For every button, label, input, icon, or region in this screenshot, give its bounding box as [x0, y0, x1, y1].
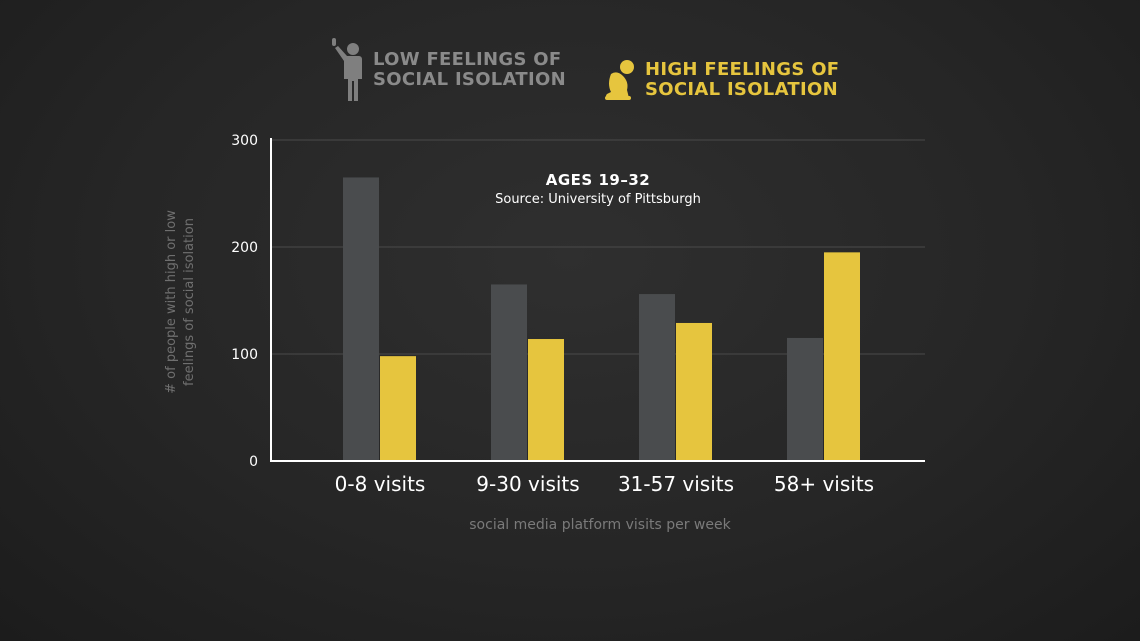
y-axis-title-line1: # of people with high or low — [164, 210, 179, 394]
y-tick-label-100: 100 — [231, 347, 258, 363]
bar-high-1 — [528, 339, 564, 461]
legend-low: LOW FEELINGS OF SOCIAL ISOLATION — [331, 37, 566, 103]
bar-low-3 — [787, 337, 823, 461]
standing-person-waving-icon — [332, 38, 362, 101]
y-tick-label-300: 300 — [231, 133, 258, 149]
bar-low-2 — [639, 294, 675, 461]
bar-low-0 — [343, 177, 379, 461]
x-axis-title: social media platform visits per week — [469, 517, 731, 533]
chart-subtitle: Source: University of Pittsburgh — [495, 192, 701, 207]
legend-low-line1: LOW FEELINGS OF — [373, 49, 562, 70]
x-tick-label-3: 58+ visits — [774, 472, 874, 496]
legend-high: HIGH FEELINGS OF SOCIAL ISOLATION — [603, 58, 839, 102]
y-tick-label-200: 200 — [231, 240, 258, 256]
x-tick-label-2: 31-57 visits — [618, 472, 734, 496]
y-tick-label-0: 0 — [249, 454, 258, 470]
legend-high-line1: HIGH FEELINGS OF — [645, 59, 840, 80]
bar-high-0 — [380, 356, 416, 461]
x-tick-label-0: 0-8 visits — [335, 472, 426, 496]
bar-high-2 — [676, 322, 712, 461]
x-tick-label-1: 9-30 visits — [476, 472, 579, 496]
bar-high-3 — [824, 252, 860, 461]
bar-low-1 — [491, 284, 527, 461]
legend-high-line2: SOCIAL ISOLATION — [645, 79, 838, 100]
y-axis-title-line2: feelings of social isolation — [182, 218, 197, 386]
chart-title: AGES 19–32 — [546, 171, 650, 189]
crouching-person-icon — [605, 60, 634, 100]
legend-low-line2: SOCIAL ISOLATION — [373, 69, 566, 90]
